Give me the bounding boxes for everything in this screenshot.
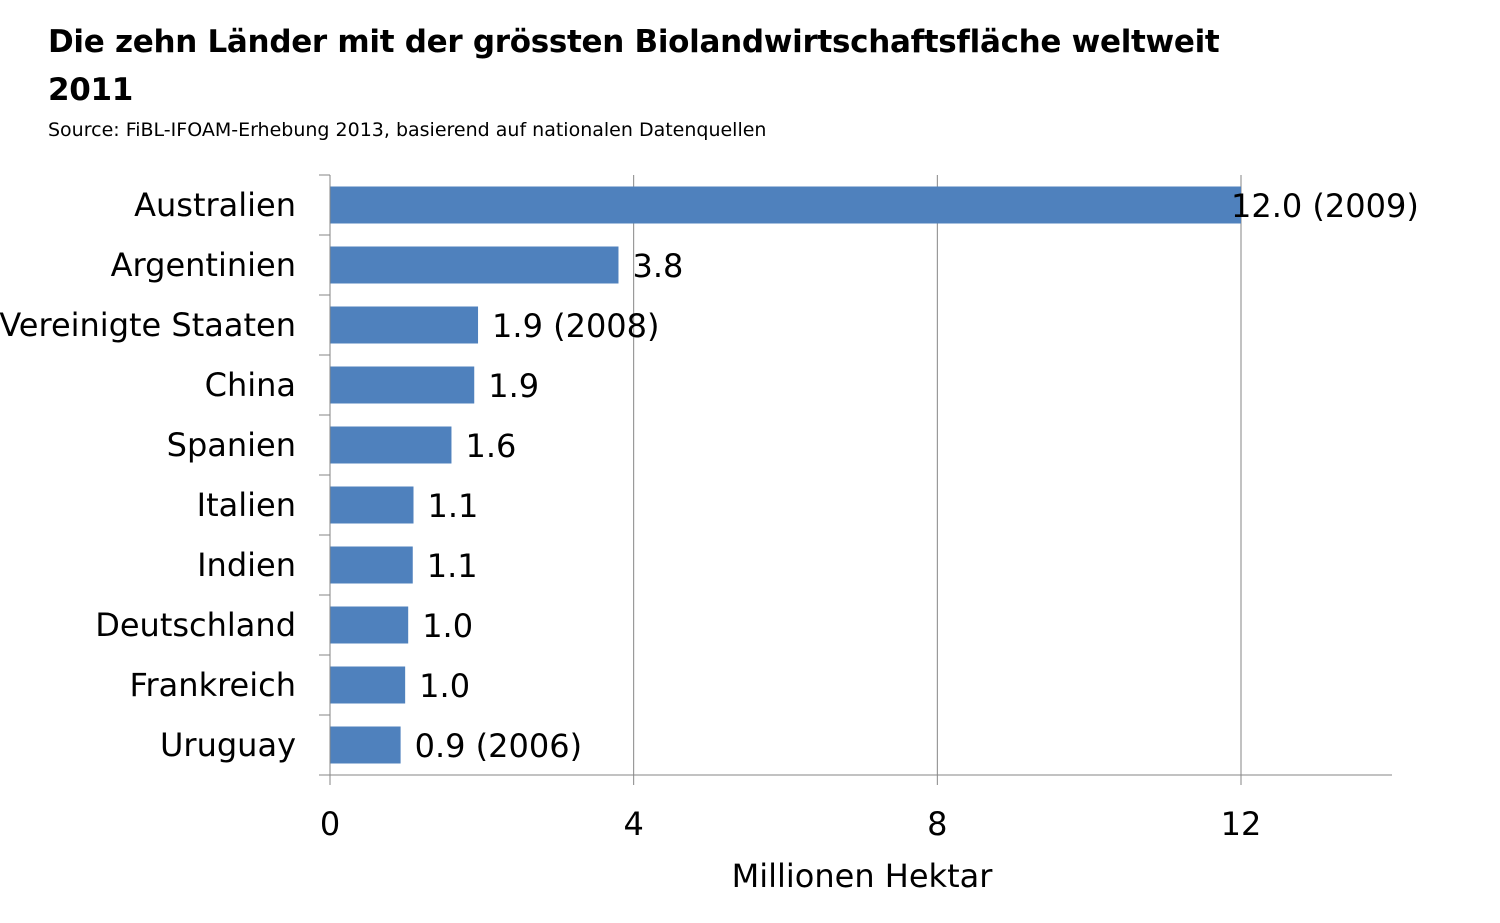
bar — [330, 666, 406, 704]
x-tick-label: 0 — [320, 805, 340, 843]
chart-subtitle: Source: FiBL-IFOAM-Erhebung 2013, basier… — [48, 119, 767, 141]
bar — [330, 366, 475, 404]
data-label: 1.1 — [428, 487, 479, 525]
category-label: Indien — [197, 546, 296, 584]
data-label: 1.0 — [419, 667, 470, 705]
bar — [330, 186, 1241, 224]
data-label: 0.9 (2006) — [415, 727, 582, 765]
category-label: Australien — [134, 186, 296, 224]
bar — [330, 546, 413, 584]
data-label: 1.9 (2008) — [492, 307, 659, 345]
category-label: Vereinigte Staaten — [0, 306, 296, 344]
category-label: Uruguay — [160, 726, 296, 764]
data-label: 1.1 — [427, 547, 478, 585]
bars — [330, 186, 1241, 764]
category-label: Italien — [197, 486, 296, 524]
category-label: Spanien — [167, 426, 296, 464]
data-label: 3.8 — [632, 247, 683, 285]
axes — [319, 174, 1392, 785]
x-tick-label: 4 — [623, 805, 643, 843]
gridlines — [633, 175, 1242, 775]
bar — [330, 306, 479, 344]
chart-title: Die zehn Länder mit der grössten Bioland… — [48, 24, 1220, 108]
data-label: 1.9 — [488, 367, 539, 405]
bar — [330, 606, 409, 644]
data-label: 12.0 (2009) — [1231, 187, 1419, 225]
category-label: Argentinien — [111, 246, 296, 284]
bar — [330, 246, 619, 284]
category-label: Frankreich — [129, 666, 296, 704]
data-label: 1.6 — [465, 427, 516, 465]
x-axis-title: Millionen Hektar — [732, 857, 994, 895]
bar — [330, 426, 452, 464]
x-tick-label: 12 — [1221, 805, 1262, 843]
bar — [330, 726, 401, 764]
x-tick-label: 8 — [927, 805, 947, 843]
labels: 12.0 (2009) Australien 3.8 Argentinien 1.9 (… — [0, 186, 1419, 843]
data-label: 1.0 — [422, 607, 473, 645]
category-label: Deutschland — [95, 606, 296, 644]
bar — [330, 486, 414, 524]
category-label: China — [205, 366, 296, 404]
